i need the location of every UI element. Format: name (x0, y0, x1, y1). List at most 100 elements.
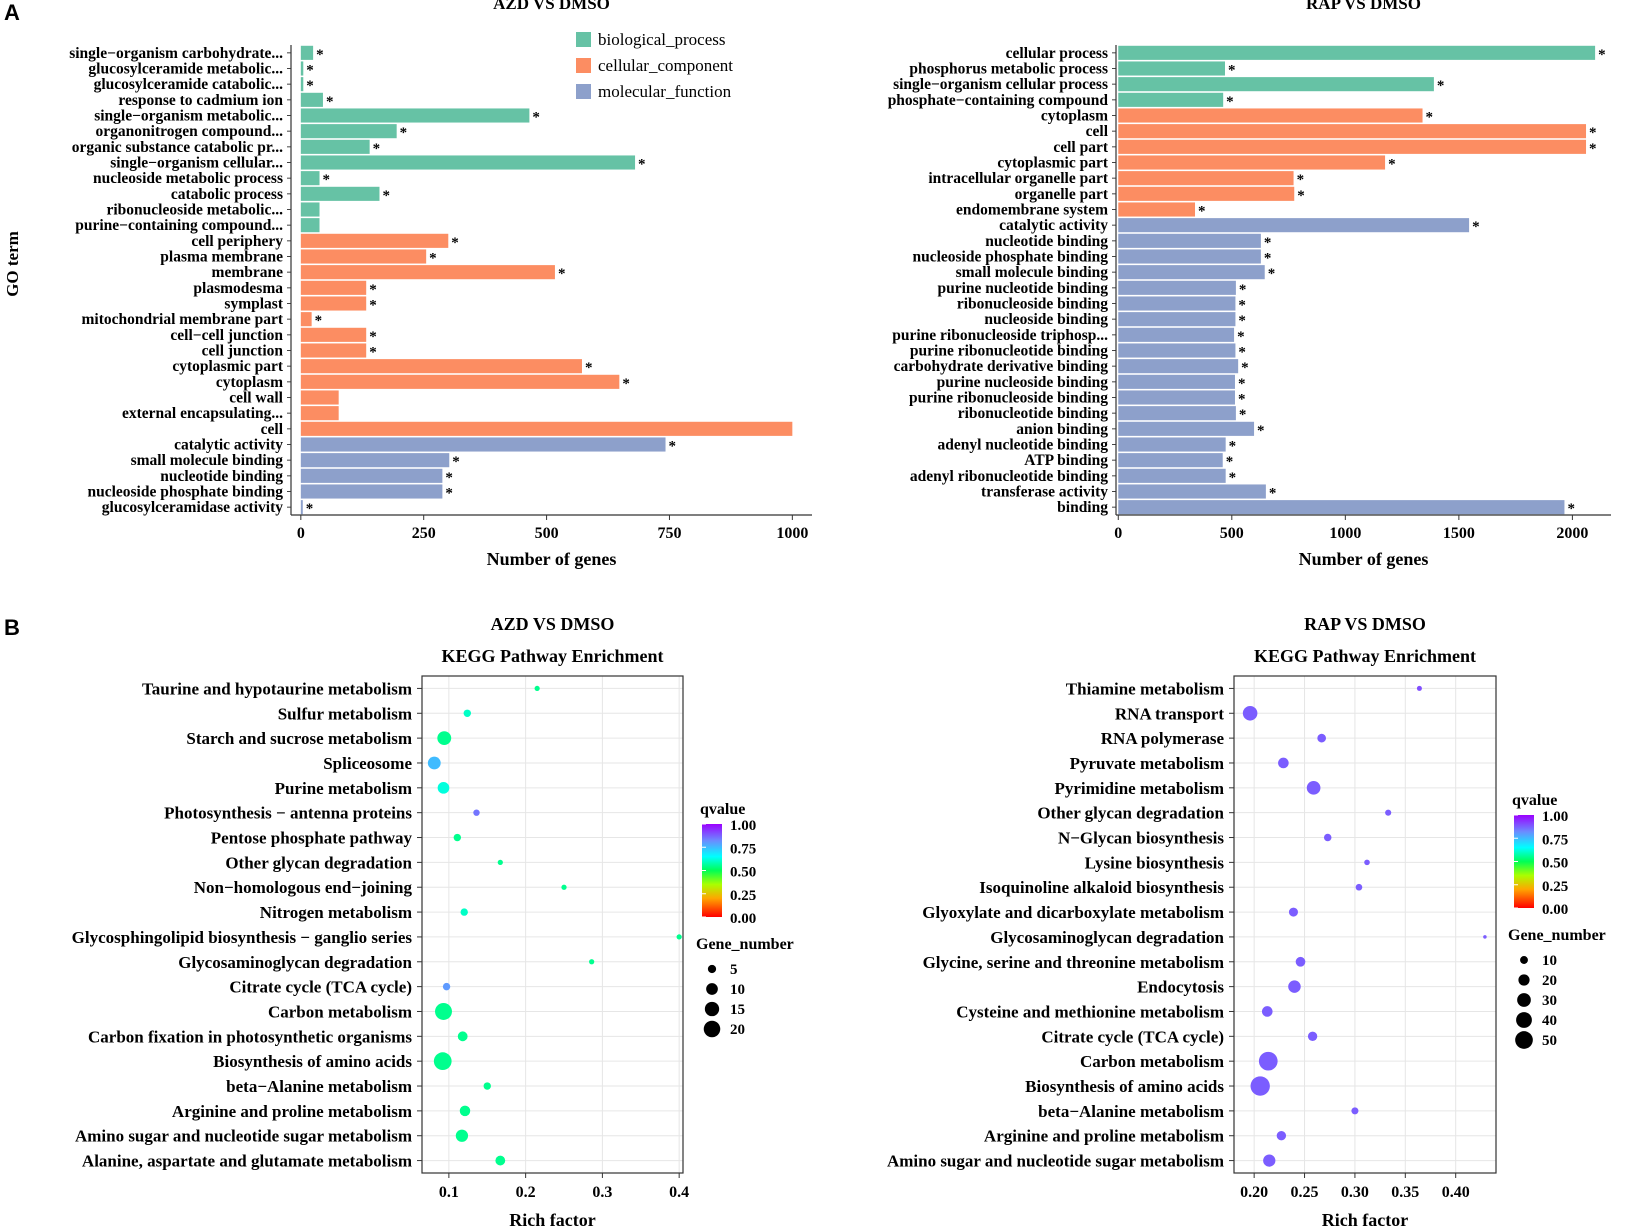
pathway-label: Citrate cycle (TCA cycle) (229, 978, 412, 997)
bar-purine-nucleoside-binding (1118, 374, 1235, 389)
bar-cell-cell-junction (300, 327, 367, 342)
qvalue-legend-title: qvalue (1512, 792, 1557, 809)
bar-purine-containing-compound (300, 218, 320, 233)
category-label: ATP binding (1024, 452, 1108, 469)
bubble-cysteine-and-methionine-metabolism (1261, 1006, 1273, 1017)
pathway-label: Carbon metabolism (1080, 1052, 1224, 1071)
pathway-label: Glycosaminoglycan degradation (990, 928, 1224, 947)
bar-nucleoside-phosphate-binding (300, 484, 443, 499)
significance-mark: * (1567, 501, 1575, 517)
category-label: external encapsulating... (122, 405, 283, 422)
bar-phosphorus-metabolic-process (1118, 61, 1225, 76)
bar-cytoplasmic-part (300, 359, 582, 374)
bubble-sulfur-metabolism (463, 709, 471, 717)
go-y-axis-title: GO term (3, 231, 22, 297)
category-label: intracellular organelle part (928, 170, 1108, 187)
chart-title: RAP VS DMSO (1304, 614, 1426, 634)
significance-mark: * (1239, 407, 1247, 423)
bubble-rna-transport (1242, 705, 1258, 721)
category-label: nucleoside binding (984, 311, 1108, 328)
significance-mark: * (558, 266, 566, 282)
x-axis-title: Number of genes (1299, 549, 1429, 569)
bubble-amino-sugar-and-nucleotide-sugar-metabolism (1263, 1154, 1276, 1167)
significance-mark: * (1198, 204, 1206, 220)
x-tick-label: 500 (535, 525, 559, 542)
significance-mark: * (451, 235, 459, 251)
bar-atp-binding (1118, 453, 1223, 468)
x-tick-label: 0.20 (1240, 1184, 1268, 1201)
colorbar-tick-label: 1.00 (730, 818, 756, 834)
significance-mark: * (1241, 360, 1249, 376)
bar-cell (300, 421, 793, 436)
bar-nucleoside-phosphate-binding (1118, 249, 1261, 264)
pathway-label: Carbon fixation in photosynthetic organi… (88, 1027, 412, 1046)
pathway-label: Taurine and hypotaurine metabolism (142, 679, 412, 698)
bar-cell-junction (300, 343, 367, 358)
significance-mark: * (369, 298, 377, 314)
bar-catalytic-activity (1118, 218, 1470, 233)
pathway-label: Spliceosome (323, 754, 412, 773)
significance-mark: * (1269, 486, 1277, 502)
bubble-amino-sugar-and-nucleotide-sugar-metabolism (455, 1129, 469, 1142)
colorbar-tick-label: 0.50 (1542, 856, 1568, 872)
bar-cell-wall (300, 390, 339, 405)
category-label: single−organism cellular... (110, 155, 283, 172)
pathway-label: Amino sugar and nucleotide sugar metabol… (887, 1152, 1224, 1171)
significance-mark: * (1238, 313, 1246, 329)
significance-mark: * (1388, 157, 1396, 173)
x-tick-label: 750 (657, 525, 681, 542)
panel-label-a: A (4, 0, 20, 25)
bubble-purine-metabolism (437, 781, 450, 794)
size-legend-dot (1518, 974, 1530, 986)
pathway-label: Other glycan degradation (225, 853, 412, 872)
category-label: purine ribonucleoside triphosp... (892, 327, 1108, 344)
category-label: membrane (212, 264, 284, 281)
significance-mark: * (1226, 454, 1234, 470)
category-label: binding (1057, 499, 1108, 516)
significance-mark: * (1426, 110, 1434, 126)
bubble-glycosaminoglycan-degradation (1483, 935, 1487, 939)
bubble-spliceosome (427, 756, 441, 770)
bar-cytoplasm (1118, 108, 1423, 123)
size-legend-dot (704, 1001, 720, 1017)
significance-mark: * (1268, 266, 1276, 282)
category-label: cytoplasm (216, 374, 283, 391)
bubble-rna-polymerase (1317, 733, 1326, 743)
bar-purine-ribonucleotide-binding (1118, 343, 1236, 358)
bubble-pentose-phosphate-pathway (453, 833, 462, 842)
x-tick-label: 2000 (1556, 525, 1588, 542)
go-bar-chart-rap: RAP VS DMSO * cellular process * phosphorus … (888, 0, 1611, 569)
qvalue-legend-title: qvalue (700, 801, 745, 818)
size-legend-label: 40 (1542, 1013, 1557, 1029)
significance-mark: * (1589, 141, 1597, 157)
category-label: small molecule binding (956, 264, 1109, 281)
category-label: phosphate−containing compound (888, 92, 1109, 109)
significance-mark: * (1229, 439, 1237, 455)
size-legend-label: 5 (730, 962, 738, 978)
size-legend-label: 10 (730, 982, 745, 998)
bar-response-to-cadmium-ion (300, 92, 323, 107)
size-legend-dot (1516, 1012, 1532, 1028)
bubble-biosynthesis-of-amino-acids (433, 1052, 452, 1071)
pathway-label: Cysteine and methionine metabolism (956, 1002, 1224, 1021)
bar-catabolic-process (300, 186, 380, 201)
category-label: cytoplasmic part (997, 155, 1108, 172)
go-legend: biological_process cellular_component mo… (576, 30, 733, 101)
go-bar-chart-azd: AZD VS DMSO * single−organism carbohydrate… (69, 0, 812, 569)
significance-mark: * (585, 360, 593, 376)
x-tick-label: 0.25 (1291, 1184, 1319, 1201)
bar-carbohydrate-derivative-binding (1118, 359, 1239, 374)
pathway-label: RNA transport (1115, 704, 1224, 723)
significance-mark: * (400, 125, 408, 141)
bar-nucleoside-binding (1118, 312, 1236, 327)
bar-ribonucleotide-binding (1118, 406, 1236, 421)
category-label: anion binding (1016, 421, 1108, 438)
bar-mitochondrial-membrane-part (300, 312, 312, 327)
significance-mark: * (369, 345, 377, 361)
x-axis-title: Number of genes (487, 549, 617, 569)
size-legend-label: 10 (1542, 953, 1557, 969)
pathway-label: Arginine and proline metabolism (172, 1102, 412, 1121)
category-label: nucleoside phosphate binding (912, 249, 1108, 266)
chart-title: AZD VS DMSO (491, 614, 615, 634)
x-tick-label: 250 (412, 525, 436, 542)
